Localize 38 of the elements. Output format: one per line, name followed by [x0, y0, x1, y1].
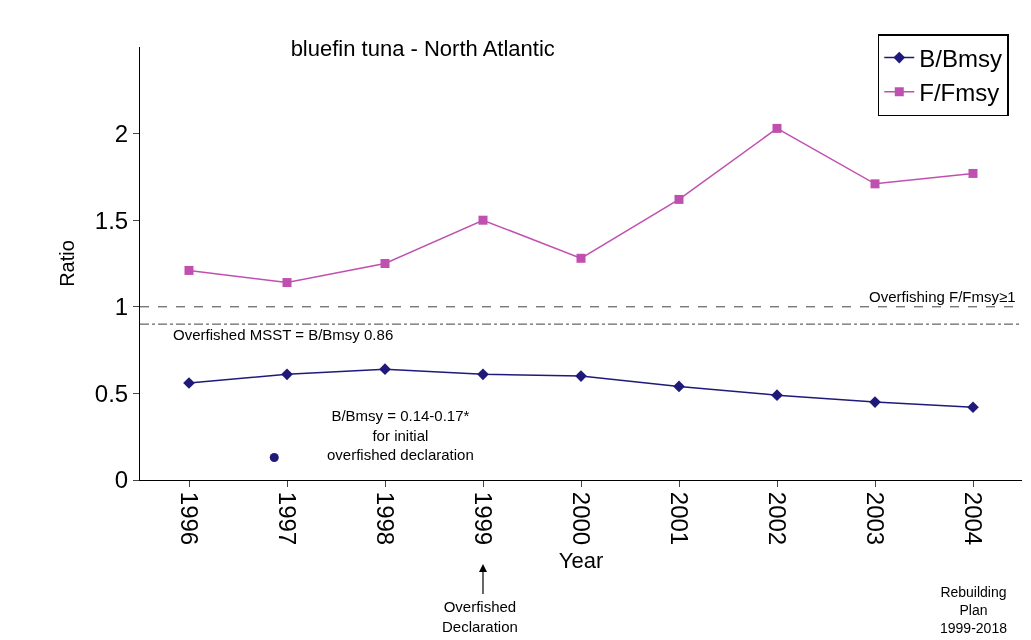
y-tick-label: 1 — [114, 293, 129, 321]
x-tick-label: 1997 — [274, 491, 302, 546]
point — [184, 265, 194, 275]
legend-label: B/Bmsy — [919, 44, 1002, 72]
point — [870, 179, 880, 189]
y-tick-label: 0.5 — [94, 379, 129, 407]
x-tick-label: 2001 — [666, 491, 694, 546]
point — [281, 368, 293, 381]
point — [673, 380, 685, 393]
x-axis-title: Year — [558, 548, 604, 574]
point — [674, 194, 684, 204]
x-tick-label: 2002 — [764, 491, 792, 546]
text: Overfished Declaration — [442, 598, 518, 635]
x-tick-label: 1998 — [372, 491, 400, 546]
x-tick-label: 2003 — [862, 491, 890, 546]
y-tick-label: 1.5 — [94, 206, 129, 234]
annotation: B/Bmsy = 0.14-0.17* for initial overfished declaration — [327, 407, 474, 463]
point — [380, 259, 390, 268]
x-tick-label: 1996 — [176, 491, 204, 546]
chart-title: bluefin tuna - North Atlantic — [290, 35, 555, 61]
point — [772, 123, 782, 133]
point — [477, 368, 489, 381]
point — [269, 452, 279, 462]
x-tick-label: 2000 — [568, 491, 596, 546]
y-axis-title: Ratio — [56, 240, 79, 287]
point — [968, 168, 978, 178]
y-tick-label: 0 — [114, 466, 129, 494]
x-tick-label: 1999 — [470, 491, 498, 546]
y-tick-label: 2 — [114, 120, 129, 147]
ref-line-label: Overfishing F/Fmsy≥1 — [869, 288, 1016, 305]
point — [282, 278, 292, 288]
point — [576, 253, 586, 263]
point — [967, 401, 979, 414]
x-tick-label: 2004 — [960, 491, 988, 546]
text: Rebuilding Plan 1999-2018 — [940, 584, 1008, 637]
legend-label: F/Fmsy — [919, 79, 1000, 107]
ref-line-label: Overfished MSST = B/Bmsy 0.86 — [173, 326, 394, 343]
point — [478, 215, 488, 225]
